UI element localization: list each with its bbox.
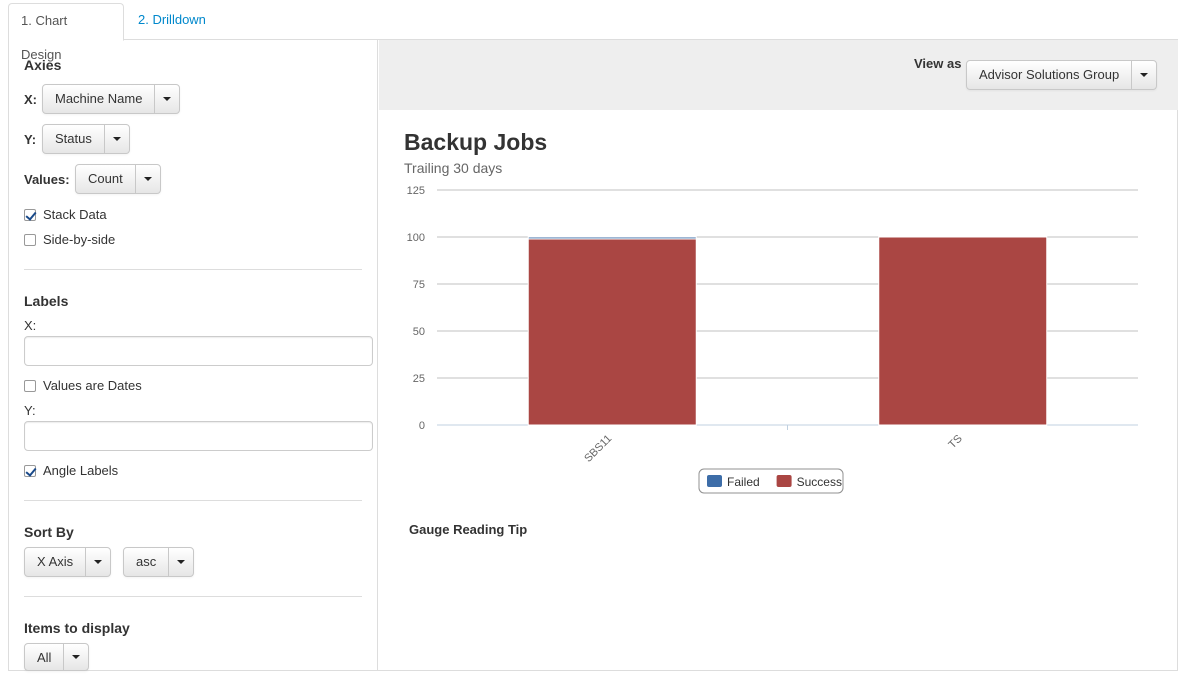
legend-swatch-failed: [707, 475, 722, 487]
tab-content: Axies X: Machine Name Y: Status Values: …: [8, 40, 1178, 671]
tab-chart-design[interactable]: 1. Chart Design: [8, 3, 124, 41]
y-tick-label: 100: [407, 232, 425, 244]
y-tick-label: 50: [413, 326, 425, 338]
values-are-dates-label: Values are Dates: [43, 378, 142, 393]
x-tick-label: TS: [946, 433, 964, 451]
gauge-reading-tip: Gauge Reading Tip: [409, 522, 527, 537]
legend-label-success: Success: [797, 475, 842, 489]
divider: [24, 269, 362, 270]
y-axis-value: Status: [43, 125, 105, 153]
chevron-down-icon: [105, 125, 129, 153]
x-axis-dropdown[interactable]: Machine Name: [42, 84, 180, 114]
y-tick-label: 75: [413, 279, 425, 291]
divider: [24, 596, 362, 597]
chart-preview-panel: View as Advisor Solutions Group Backup J…: [379, 40, 1178, 670]
axes-heading: Axies: [24, 57, 61, 73]
labels-y-input[interactable]: [24, 421, 373, 451]
items-to-display-heading: Items to display: [24, 620, 130, 636]
side-by-side-checkbox[interactable]: Side-by-side: [24, 232, 115, 247]
view-as-value: Advisor Solutions Group: [967, 61, 1132, 89]
values-value: Count: [76, 165, 136, 193]
checkbox-checked-icon: [24, 465, 36, 477]
sort-direction-value: asc: [124, 548, 169, 576]
x-axis-value: Machine Name: [43, 85, 155, 113]
chart-subtitle: Trailing 30 days: [404, 160, 502, 176]
view-toolbar: View as Advisor Solutions Group: [379, 40, 1178, 110]
checkbox-checked-icon: [24, 209, 36, 221]
labels-x-label: X:: [24, 318, 36, 333]
divider: [24, 500, 362, 501]
checkbox-unchecked-icon: [24, 234, 36, 246]
chevron-down-icon: [169, 548, 193, 576]
sort-by-heading: Sort By: [24, 524, 74, 540]
stack-data-checkbox[interactable]: Stack Data: [24, 207, 107, 222]
x-axis-label: X:: [24, 92, 37, 107]
legend-label-failed: Failed: [727, 475, 760, 489]
y-axis-label: Y:: [24, 132, 36, 147]
bar-success-ts: [879, 237, 1047, 425]
labels-x-input[interactable]: [24, 336, 373, 366]
values-are-dates-checkbox[interactable]: Values are Dates: [24, 378, 142, 393]
backup-jobs-chart: 0 25 50 75 100 125 SBS11 TS Failed Success: [379, 178, 1178, 498]
stack-data-label: Stack Data: [43, 207, 107, 222]
bar-failed-sbs11: [528, 237, 696, 239]
items-to-display-dropdown[interactable]: All: [24, 643, 89, 671]
labels-heading: Labels: [24, 293, 68, 309]
labels-y-label: Y:: [24, 403, 36, 418]
bar-success-sbs11: [528, 239, 696, 425]
view-as-dropdown[interactable]: Advisor Solutions Group: [966, 60, 1157, 90]
angle-labels-label: Angle Labels: [43, 463, 118, 478]
side-by-side-label: Side-by-side: [43, 232, 115, 247]
y-tick-label: 25: [413, 373, 425, 385]
tab-bar: 1. Chart Design 2. Drilldown: [8, 0, 1178, 40]
chevron-down-icon: [64, 644, 88, 670]
y-axis-dropdown[interactable]: Status: [42, 124, 130, 154]
checkbox-unchecked-icon: [24, 380, 36, 392]
chevron-down-icon: [1132, 61, 1156, 89]
sort-field-dropdown[interactable]: X Axis: [24, 547, 111, 577]
chevron-down-icon: [86, 548, 110, 576]
y-tick-label: 125: [407, 185, 425, 197]
angle-labels-checkbox[interactable]: Angle Labels: [24, 463, 118, 478]
values-dropdown[interactable]: Count: [75, 164, 161, 194]
view-as-label: View as: [914, 56, 961, 71]
values-label: Values:: [24, 172, 70, 187]
chart-design-panel: Axies X: Machine Name Y: Status Values: …: [9, 40, 378, 670]
tab-drilldown[interactable]: 2. Drilldown: [126, 3, 218, 40]
chevron-down-icon: [155, 85, 179, 113]
sort-direction-dropdown[interactable]: asc: [123, 547, 194, 577]
y-tick-label: 0: [419, 420, 425, 432]
chevron-down-icon: [136, 165, 160, 193]
items-to-display-value: All: [25, 644, 64, 670]
chart-title: Backup Jobs: [404, 129, 547, 156]
sort-field-value: X Axis: [25, 548, 86, 576]
x-tick-label: SBS11: [582, 433, 614, 465]
legend-swatch-success: [777, 475, 792, 487]
